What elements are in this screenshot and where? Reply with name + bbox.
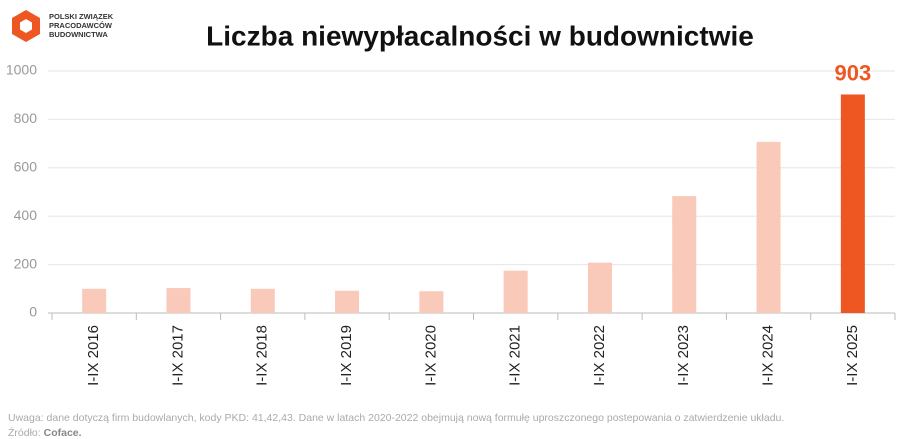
y-tick-label: 400 bbox=[14, 207, 38, 223]
bar bbox=[335, 290, 360, 313]
x-tick-label: I-IX 2020 bbox=[422, 325, 439, 386]
y-tick-label: 600 bbox=[14, 159, 38, 175]
data-label: 903 bbox=[834, 60, 871, 85]
source-prefix: Źródło: bbox=[8, 426, 41, 439]
footnote: Uwaga: dane dotyczą firm budowlanych, ko… bbox=[8, 412, 784, 424]
chart-title: Liczba niewypłacalności w budownictwie bbox=[206, 20, 754, 51]
bar bbox=[840, 94, 865, 313]
x-tick-label: I-IX 2017 bbox=[169, 325, 186, 386]
bar bbox=[756, 141, 781, 313]
x-tick-label: I-IX 2025 bbox=[844, 325, 861, 386]
x-tick-label: I-IX 2019 bbox=[338, 325, 355, 386]
x-tick-label: I-IX 2021 bbox=[507, 325, 524, 386]
x-tick-label: I-IX 2024 bbox=[760, 325, 777, 386]
y-tick-label: 1000 bbox=[6, 62, 37, 78]
bar bbox=[250, 288, 275, 313]
x-tick-label: I-IX 2018 bbox=[254, 325, 271, 386]
bar bbox=[166, 288, 191, 313]
bar bbox=[587, 262, 612, 313]
logo-icon-inner bbox=[20, 19, 32, 33]
bar bbox=[672, 196, 697, 313]
bar bbox=[503, 270, 528, 313]
y-tick-label: 200 bbox=[14, 255, 38, 271]
y-tick-label: 0 bbox=[29, 304, 37, 320]
source: Źródło: Coface. bbox=[8, 426, 82, 439]
x-tick-label: I-IX 2016 bbox=[85, 325, 102, 386]
logo-text: POLSKI ZWIĄZEK bbox=[49, 12, 114, 21]
x-tick-label: I-IX 2023 bbox=[675, 325, 692, 386]
y-tick-label: 800 bbox=[14, 110, 38, 126]
logo-text: BUDOWNICTWA bbox=[49, 30, 108, 39]
x-tick-label: I-IX 2022 bbox=[591, 325, 608, 386]
source-name: Coface. bbox=[44, 427, 82, 439]
bar bbox=[419, 291, 444, 313]
bar bbox=[82, 288, 107, 313]
logo-text: PRACODAWCÓW bbox=[49, 21, 113, 30]
